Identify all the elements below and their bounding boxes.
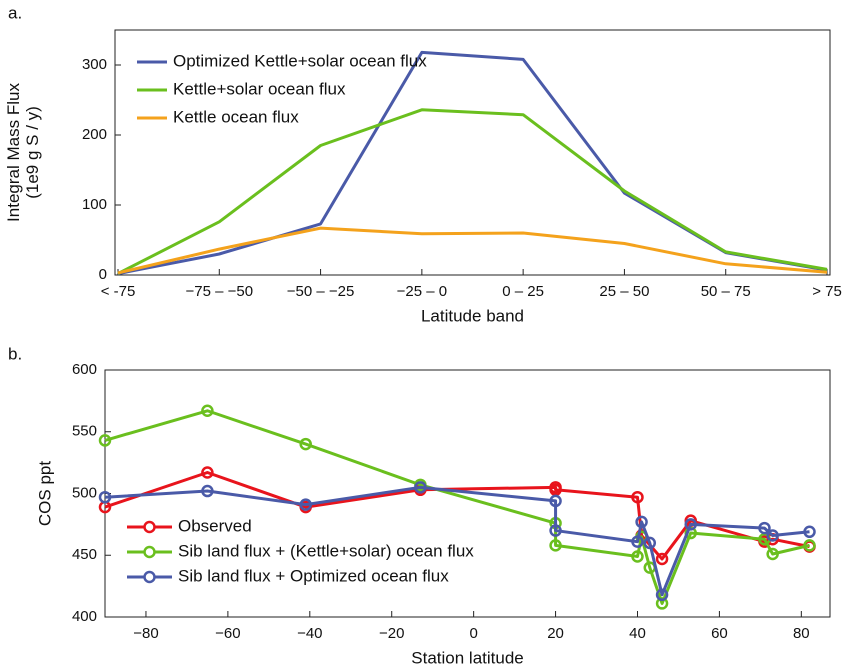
point: [299, 498, 312, 511]
point: [655, 588, 669, 602]
x-tick-label: 0: [469, 625, 477, 642]
x-tick-label: −40: [297, 625, 322, 642]
x-tick-label: 80: [793, 625, 810, 642]
point: [631, 535, 644, 548]
x-tick-label: 50 – 75: [701, 283, 751, 300]
legend-label: Optimized Kettle+solar ocean flux: [173, 51, 427, 70]
legend-marker: [143, 520, 156, 534]
legend-label: Observed: [178, 516, 252, 535]
point: [635, 515, 648, 529]
point: [766, 529, 779, 542]
x-tick-label: 25 – 50: [599, 283, 649, 300]
series-line: [117, 108, 828, 275]
point: [803, 525, 816, 539]
point: [299, 437, 312, 451]
point: [655, 552, 669, 566]
point: [766, 547, 779, 561]
x-tick-label: 20: [547, 625, 564, 642]
point: [414, 481, 427, 494]
x-axis-label: Station latitude: [411, 648, 523, 667]
x-tick-label: −20: [379, 625, 404, 642]
y-axis-label: Integral Mass Flux: [4, 83, 23, 222]
x-tick-label: < -75: [101, 283, 136, 300]
plot-frame: [114, 29, 831, 276]
point: [98, 434, 112, 447]
legend-label: Sib land flux + Optimized ocean flux: [178, 566, 449, 585]
legend-label: Sib land flux + (Kettle+solar) ocean flu…: [178, 541, 474, 560]
y-tick-label: 200: [82, 126, 107, 143]
x-tick-label: 0 – 25: [502, 283, 544, 300]
legend-marker: [143, 545, 156, 559]
x-tick-label: −75 – −50: [185, 283, 253, 300]
point: [201, 466, 214, 479]
x-tick-label: −60: [215, 625, 240, 642]
x-tick-label: −80: [133, 625, 158, 642]
x-tick-label: 40: [629, 625, 646, 642]
panel-label: a.: [8, 3, 22, 22]
point: [803, 539, 816, 552]
point: [201, 484, 214, 498]
point: [201, 404, 214, 418]
point: [758, 521, 771, 535]
x-tick-label: −50 – −25: [287, 283, 355, 300]
point: [631, 490, 644, 504]
y-axis-label: (1e9 g S / y): [23, 106, 42, 199]
x-axis-label: Latitude band: [421, 306, 524, 325]
y-tick-label: 550: [72, 423, 97, 440]
y-tick-label: 450: [72, 546, 97, 563]
legend-label: Kettle ocean flux: [173, 107, 299, 126]
point: [549, 539, 562, 552]
y-tick-label: 0: [99, 266, 107, 283]
series-line: [117, 226, 828, 275]
x-tick-label: 60: [711, 625, 728, 642]
y-tick-label: 300: [82, 56, 107, 73]
point: [643, 536, 657, 550]
point: [98, 490, 112, 504]
y-tick-label: 500: [72, 484, 97, 501]
point: [549, 494, 562, 508]
y-axis-label: COS ppt: [35, 461, 54, 526]
y-tick-label: 100: [82, 196, 107, 213]
x-tick-label: −25 – 0: [397, 283, 447, 300]
panel-label: b.: [8, 344, 22, 363]
point: [655, 597, 669, 610]
y-tick-label: 400: [72, 608, 97, 625]
legend-label: Kettle+solar ocean flux: [173, 79, 346, 98]
point: [631, 550, 644, 563]
legend-marker: [143, 570, 156, 584]
point: [684, 518, 697, 531]
point: [549, 524, 562, 537]
y-tick-label: 600: [72, 361, 97, 378]
series-line: [104, 485, 810, 597]
x-tick-label: > 75: [812, 283, 842, 300]
